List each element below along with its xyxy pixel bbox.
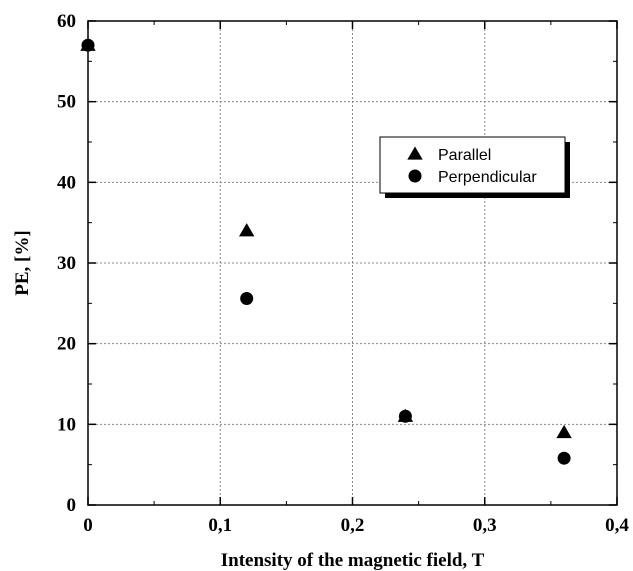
legend-label-parallel: Parallel bbox=[438, 147, 491, 164]
point-perpendicular bbox=[240, 291, 254, 305]
x-tick-label: 0,2 bbox=[341, 515, 365, 536]
legend-box bbox=[379, 136, 566, 194]
y-axis-label: PE, [%] bbox=[12, 230, 33, 295]
grid bbox=[88, 21, 617, 505]
y-tick-label: 40 bbox=[57, 172, 76, 193]
y-tick-label: 20 bbox=[57, 334, 76, 355]
legend-marker-perpendicular bbox=[408, 169, 422, 183]
y-tick-label: 30 bbox=[57, 253, 76, 274]
point-perpendicular bbox=[81, 38, 95, 52]
x-tick-label: 0 bbox=[83, 515, 93, 536]
point-perpendicular bbox=[557, 451, 571, 465]
point-perpendicular bbox=[398, 409, 412, 423]
x-axis-tick-labels: 0 0,1 0,2 0,3 0,4 bbox=[83, 515, 629, 536]
y-axis-tick-labels: 0 10 20 30 40 50 60 bbox=[57, 11, 76, 516]
point-parallel bbox=[239, 223, 255, 237]
x-axis-label: Intensity of the magnetic field, T bbox=[221, 550, 485, 571]
data-points bbox=[80, 37, 572, 465]
legend-label-perpendicular: Perpendicular bbox=[438, 169, 537, 186]
axis-ticks bbox=[87, 20, 618, 506]
y-tick-label: 60 bbox=[57, 11, 76, 32]
y-tick-label: 50 bbox=[57, 92, 76, 113]
x-tick-label: 0,4 bbox=[605, 515, 629, 536]
y-tick-label: 10 bbox=[57, 414, 76, 435]
legend: Parallel Perpendicular bbox=[379, 136, 570, 198]
legend-items: Parallel Perpendicular bbox=[407, 146, 537, 186]
x-tick-label: 0,1 bbox=[208, 515, 232, 536]
x-tick-label: 0,3 bbox=[473, 515, 497, 536]
y-tick-label: 0 bbox=[67, 495, 77, 516]
legend-marker-parallel bbox=[407, 146, 423, 160]
point-parallel bbox=[556, 424, 572, 439]
